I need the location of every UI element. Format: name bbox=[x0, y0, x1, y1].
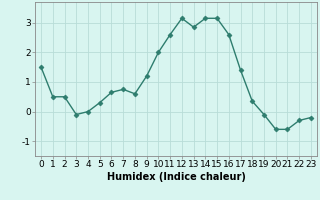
X-axis label: Humidex (Indice chaleur): Humidex (Indice chaleur) bbox=[107, 172, 245, 182]
